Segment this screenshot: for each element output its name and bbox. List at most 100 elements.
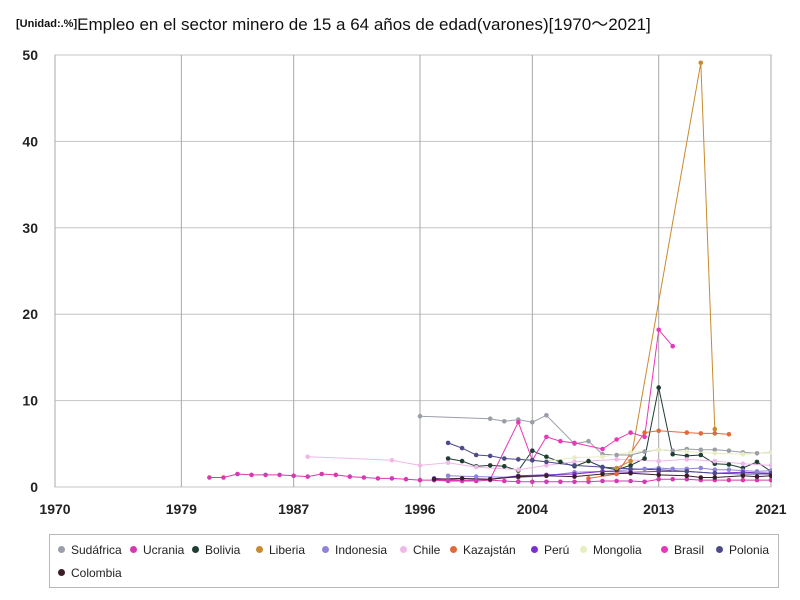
data-point-colombia xyxy=(516,474,521,479)
chart-title: [Unidad:.%]Empleo en el sector minero de… xyxy=(16,10,651,35)
data-point-chile xyxy=(712,458,718,464)
series-points xyxy=(207,60,772,485)
data-point-indonesia xyxy=(642,466,647,472)
legend-label: Liberia xyxy=(269,543,306,557)
data-point-kazajstan xyxy=(698,431,704,436)
data-point-ucrania xyxy=(740,477,746,483)
legend-marker xyxy=(322,546,329,553)
data-point-liberia xyxy=(614,465,619,471)
data-point-sudafrica xyxy=(502,419,507,424)
legend-label: Indonesia xyxy=(335,543,388,557)
legend-marker xyxy=(716,546,723,553)
data-point-colombia xyxy=(487,476,493,482)
data-point-chile xyxy=(656,458,661,464)
legend-item-brasil: Brasil xyxy=(661,543,704,557)
series-line-liberia xyxy=(616,62,716,469)
legend-item-liberia: Liberia xyxy=(256,543,305,557)
data-point-colombia xyxy=(698,475,704,480)
data-point-brasil xyxy=(600,446,605,452)
data-point-kazajstan xyxy=(586,476,591,481)
legend-marker xyxy=(130,546,137,553)
data-point-sudafrica xyxy=(698,447,704,453)
y-tick-label: 20 xyxy=(22,306,38,322)
data-point-colombia xyxy=(684,473,690,479)
data-point-polonia xyxy=(530,457,535,463)
data-point-brasil xyxy=(628,430,633,435)
data-point-bolivia xyxy=(642,456,647,461)
data-point-bolivia xyxy=(586,458,591,464)
data-point-ucrania xyxy=(642,479,647,485)
data-point-polonia xyxy=(544,459,549,465)
legend-label: Kazajstán xyxy=(463,543,516,557)
data-point-polonia xyxy=(487,453,493,459)
legend-label: Brasil xyxy=(674,543,705,557)
data-point-ucrania xyxy=(516,479,521,485)
data-point-bolivia xyxy=(670,451,675,457)
data-point-polonia xyxy=(473,452,479,458)
data-point-sudafrica xyxy=(614,452,619,458)
legend-marker xyxy=(58,546,65,553)
legend-item-indonesia: Indonesia xyxy=(322,543,387,557)
data-point-sudafrica xyxy=(530,419,535,425)
data-point-colombia xyxy=(431,476,437,482)
data-point-colombia xyxy=(656,472,661,478)
data-point-ucrania xyxy=(291,473,297,479)
data-point-sudafrica xyxy=(754,451,760,456)
data-point-ucrania xyxy=(249,472,254,478)
data-point-chile xyxy=(768,463,772,468)
data-point-bolivia xyxy=(628,463,633,468)
data-point-mongolia xyxy=(628,450,633,455)
data-point-colombia xyxy=(600,471,605,477)
data-point-brasil xyxy=(572,440,577,446)
legend-label: Chile xyxy=(413,543,441,557)
data-point-ucrania xyxy=(572,479,577,485)
data-point-mongolia xyxy=(740,451,746,457)
data-point-ucrania xyxy=(530,479,535,485)
legend-marker xyxy=(58,569,65,576)
legend-item-ucrania: Ucrania xyxy=(130,543,184,557)
data-point-ucrania xyxy=(347,474,353,479)
data-point-chile xyxy=(614,457,619,462)
data-point-polonia xyxy=(684,469,690,474)
data-point-indonesia xyxy=(670,466,675,472)
data-point-bolivia xyxy=(656,385,661,390)
data-point-ucrania xyxy=(235,471,240,477)
data-point-polonia xyxy=(712,470,718,476)
data-point-ucrania xyxy=(319,471,325,477)
data-point-kazajstan xyxy=(614,471,619,477)
data-point-polonia xyxy=(459,445,465,451)
data-point-indonesia xyxy=(698,465,704,471)
data-point-brasil xyxy=(544,434,549,440)
data-point-bolivia xyxy=(459,458,465,464)
data-point-kazajstan xyxy=(712,431,718,436)
data-point-mongolia xyxy=(684,449,690,454)
legend-label: Bolivia xyxy=(205,543,241,557)
chart-title-text: Empleo en el sector minero de 15 a 64 añ… xyxy=(77,15,651,34)
data-point-bolivia xyxy=(684,453,690,459)
data-point-polonia xyxy=(600,464,605,470)
data-point-brasil xyxy=(670,343,675,349)
data-point-ucrania xyxy=(670,476,675,482)
legend-label: Ucrania xyxy=(143,543,185,557)
x-tick-label: 2013 xyxy=(643,501,674,517)
data-point-kazajstan xyxy=(684,430,690,435)
axis-tick-labels: 0 10 20 30 40 50 1970 1979 1987 1996 2004 2013 2021 xyxy=(22,47,786,517)
legend-label: Mongolia xyxy=(593,543,642,557)
data-point-sudafrica xyxy=(586,438,591,444)
data-point-brasil xyxy=(642,434,647,440)
y-tick-label: 30 xyxy=(22,220,38,236)
legend-marker xyxy=(450,546,457,553)
data-point-bolivia xyxy=(502,464,507,469)
data-point-ucrania xyxy=(558,479,563,485)
grid-lines xyxy=(54,54,772,488)
data-point-liberia xyxy=(628,458,633,464)
data-point-kazajstan xyxy=(656,428,661,434)
data-point-brasil xyxy=(558,438,563,444)
data-point-sudafrica xyxy=(726,448,732,454)
series-line-brasil xyxy=(434,328,674,481)
legend-item-mongolia: Mongolia xyxy=(580,543,642,557)
data-point-ucrania xyxy=(207,475,212,480)
data-point-colombia xyxy=(544,473,549,479)
data-point-ucrania xyxy=(445,478,451,484)
legend-label: Sudáfrica xyxy=(71,543,122,557)
